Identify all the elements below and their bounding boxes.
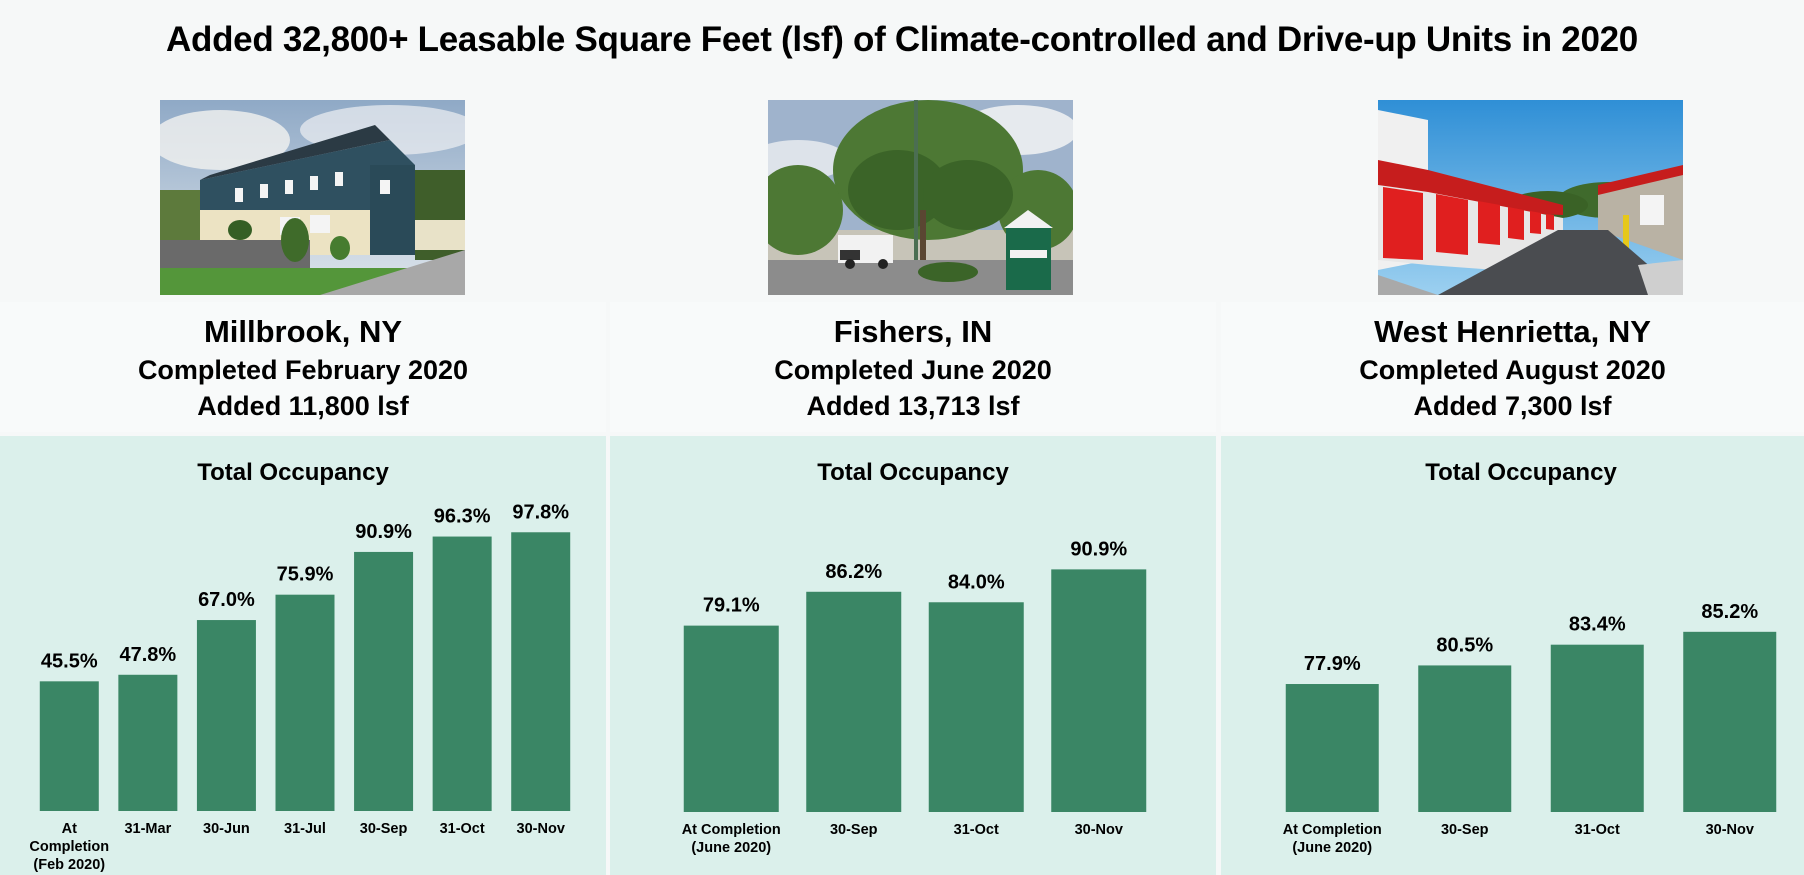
completion-date: Completed June 2020 (774, 355, 1052, 385)
x-tick-label: 30-Sep (1441, 822, 1489, 838)
occupancy-chart-west-henrietta: Total Occupancy 77.9% At Completion (June 2… (1221, 436, 1804, 875)
occupancy-chart-svg: Total Occupancy 77.9% At Completion (June 2… (1283, 459, 1777, 856)
bar-data-label: 77.9% (1304, 653, 1361, 675)
chart-title: Total Occupancy (197, 459, 389, 486)
bar-data-label: 86.2% (825, 561, 882, 583)
x-tick-label: 30-Sep (360, 821, 408, 837)
bar-data-label: 84.0% (948, 571, 1005, 593)
bar-data-label: 80.5% (1436, 634, 1493, 656)
x-tick-label: (June 2020) (691, 840, 771, 856)
location-name: Fishers, IN (833, 314, 993, 349)
x-tick-label: 31-Jul (284, 821, 326, 837)
occupancy-chart-svg: Total Occupancy 45.5% At Completion (Feb 202… (29, 459, 571, 873)
bar-data-label: 90.9% (1070, 538, 1127, 560)
occupancy-bar (118, 674, 178, 811)
completion-date: Completed August 2020 (1359, 355, 1666, 385)
occupancy-bar (806, 591, 902, 812)
x-tick-label: (Feb 2020) (33, 857, 105, 873)
storage-units-photo (1378, 100, 1683, 295)
completion-date: Completed February 2020 (137, 355, 469, 385)
occupancy-chart-fishers: Total Occupancy 79.1% At Completion (June 2… (610, 436, 1216, 875)
bar-data-label: 96.3% (434, 506, 491, 528)
x-tick-label: At (62, 821, 77, 837)
added-lsf: Added 7,300 lsf (1413, 391, 1612, 421)
location-name: Millbrook, NY (203, 314, 403, 349)
chart-title: Total Occupancy (817, 459, 1009, 486)
property-info-millbrook: Millbrook, NY Completed February 2020 Ad… (0, 302, 606, 432)
chart-title: Total Occupancy (1425, 459, 1617, 486)
bar-data-label: 90.9% (355, 521, 412, 543)
x-tick-label: At Completion (1283, 822, 1382, 838)
occupancy-chart-svg: Total Occupancy 79.1% At Completion (June 2… (682, 459, 1147, 856)
x-tick-label: At Completion (682, 822, 781, 838)
occupancy-bar (1550, 644, 1644, 812)
bar-data-label: 83.4% (1569, 614, 1626, 636)
added-lsf: Added 13,713 lsf (806, 391, 1020, 421)
x-tick-label: 31-Oct (1575, 822, 1620, 838)
occupancy-bar (1051, 569, 1147, 812)
occupancy-bar (683, 625, 779, 812)
x-tick-label: 30-Nov (517, 821, 565, 837)
occupancy-bar (1418, 665, 1512, 812)
added-lsf: Added 11,800 lsf (197, 391, 409, 421)
occupancy-bar (39, 681, 99, 811)
bar-data-label: 75.9% (277, 564, 334, 586)
x-tick-label: 30-Nov (1706, 822, 1754, 838)
x-tick-label: 31-Mar (124, 821, 171, 837)
page-title: Added 32,800+ Leasable Square Feet (lsf)… (166, 20, 1638, 59)
occupancy-bar (928, 602, 1024, 812)
x-tick-label: (June 2020) (1292, 840, 1372, 856)
occupancy-bar (1683, 631, 1777, 812)
x-tick-label: Completion (29, 839, 109, 855)
occupancy-chart-millbrook: Total Occupancy 45.5% At Completion (Feb 202… (0, 436, 606, 875)
location-name: West Henrietta, NY (1374, 314, 1651, 349)
x-tick-label: 30-Jun (203, 821, 250, 837)
house-photo (160, 100, 465, 295)
property-info-west-henrietta: West Henrietta, NY Completed August 2020… (1221, 302, 1804, 432)
occupancy-bar (354, 551, 414, 811)
x-tick-label: 31-Oct (440, 821, 485, 837)
bar-data-label: 85.2% (1701, 601, 1758, 623)
bar-data-label: 45.5% (41, 650, 98, 672)
occupancy-bar (196, 620, 256, 811)
x-tick-label: 30-Nov (1075, 822, 1123, 838)
tree-photo (768, 100, 1073, 295)
bar-data-label: 97.8% (512, 501, 569, 523)
bar-data-label: 67.0% (198, 589, 255, 611)
bar-data-label: 79.1% (703, 595, 760, 617)
property-info-fishers: Fishers, IN Completed June 2020 Added 13… (610, 302, 1216, 432)
x-tick-label: 31-Oct (954, 822, 999, 838)
occupancy-bar (275, 594, 335, 811)
occupancy-bar (1285, 684, 1379, 812)
occupancy-bar (432, 536, 492, 811)
occupancy-bar (511, 532, 571, 811)
bar-data-label: 47.8% (119, 644, 176, 666)
x-tick-label: 30-Sep (830, 822, 878, 838)
